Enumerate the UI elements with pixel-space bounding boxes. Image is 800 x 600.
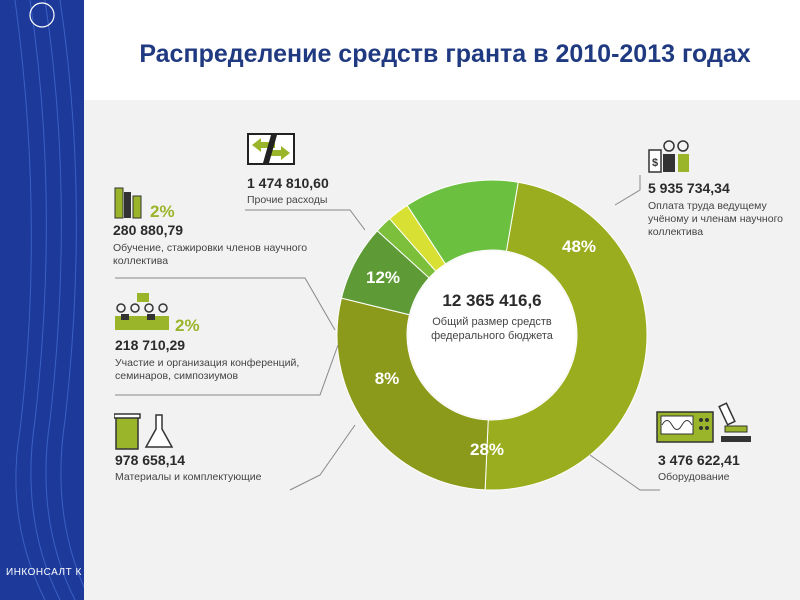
leader-lines — [115, 175, 660, 491]
chart-area: 48% 28% 8% 12% — [84, 100, 800, 600]
donut-hole — [408, 251, 576, 419]
item-description: Оплата труда ведущему учёному и членам н… — [648, 200, 784, 238]
item-value: 218 710,29 — [115, 337, 186, 353]
item-conferences: 218 710,29 Участие и организация конфере… — [115, 337, 325, 383]
item-description: Обучение, стажировки членов научного кол… — [113, 242, 308, 267]
item-value: 1 474 810,60 — [247, 175, 329, 191]
leader-line-conferences — [115, 344, 339, 396]
slice-label-other: 12% — [365, 268, 401, 287]
item-equipment: 3 476 622,41 Оборудование — [658, 452, 793, 484]
slice-label-materials: 8% — [374, 369, 400, 388]
leader-line-equipment — [589, 454, 660, 491]
item-value: 280 880,79 — [113, 222, 184, 238]
item-wages: 5 935 734,34 Оплата труда ведущему учёно… — [648, 180, 788, 239]
donut-chart — [115, 175, 660, 491]
equipment-icon — [656, 402, 751, 443]
slice-label-wages: 48% — [561, 237, 597, 256]
logo-icon — [29, 2, 55, 28]
exchange-arrows-icon — [247, 133, 295, 165]
conference-icon — [115, 293, 169, 330]
item-value: 5 935 734,34 — [648, 180, 730, 196]
band-decoration — [14, 0, 84, 600]
item-value: 3 476 622,41 — [658, 452, 740, 468]
brand-name: ИНКОНСАЛТ К — [6, 567, 82, 578]
leader-line-training — [115, 277, 336, 331]
slice-label-equipment: 28% — [469, 440, 505, 459]
item-description: Материалы и комплектующие — [115, 471, 262, 483]
slice-equipment — [336, 297, 489, 491]
item-other: 1 474 810,60 Прочие расходы — [247, 175, 397, 207]
item-training: 280 880,79 Обучение, стажировки членов н… — [113, 222, 328, 268]
leader-line-wages — [614, 175, 641, 206]
lab-glassware-icon — [114, 413, 174, 450]
item-value: 978 658,14 — [115, 452, 186, 468]
svg-text:$: $ — [652, 157, 658, 169]
people-money-icon: $ — [648, 140, 689, 173]
donut-slices — [336, 179, 648, 491]
leader-line-other — [245, 209, 366, 231]
training-percent: 2% — [150, 202, 175, 221]
item-description: Прочие расходы — [247, 194, 328, 206]
slice-other — [406, 179, 519, 265]
total-value: 12 365 416,6 — [442, 291, 542, 310]
item-description: Участие и организация конференций, семин… — [115, 357, 300, 382]
slice-wages — [484, 181, 648, 491]
item-materials: 978 658,14 Материалы и комплектующие — [115, 452, 335, 484]
leader-line-materials — [289, 424, 356, 491]
total-description: Общий размер средств федерального бюджет… — [431, 316, 553, 342]
item-description: Оборудование — [658, 471, 730, 483]
page-title: Распределение средств гранта в 2010-2013… — [139, 40, 751, 68]
side-band: ИНКОНСАЛТ К — [0, 0, 84, 600]
conferences-percent: 2% — [175, 316, 200, 335]
books-icon — [114, 187, 142, 219]
